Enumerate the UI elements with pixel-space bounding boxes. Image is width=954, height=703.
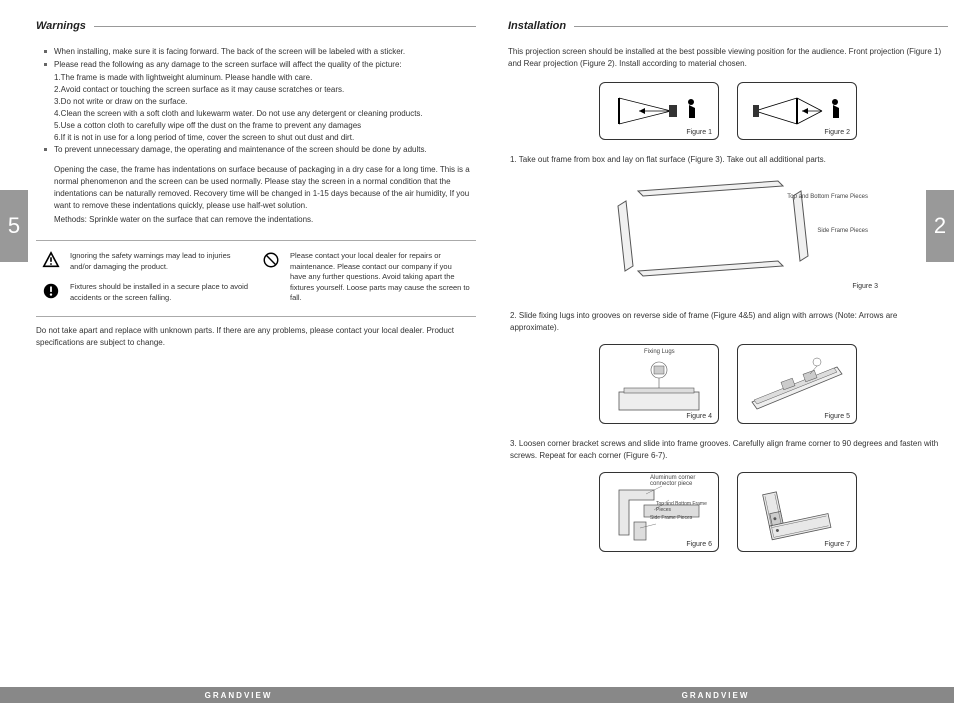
- bullet-item: To prevent unnecessary damage, the opera…: [44, 144, 476, 156]
- step-2-text: 2. Slide fixing lugs into grooves on rev…: [510, 311, 897, 332]
- figure-3-container: Top and Bottom Frame Pieces Side Frame P…: [508, 176, 948, 296]
- footer: GRANDVIEW GRANDVIEW: [0, 687, 954, 703]
- figure-7: Figure 7: [737, 472, 857, 552]
- warning-item: Fixtures should be installed in a secure…: [42, 282, 250, 303]
- numbered-item: 3.Do not write or draw on the surface.: [36, 96, 476, 108]
- bullet-item: Please read the following as any damage …: [44, 59, 476, 71]
- figure-caption: Figure 6: [686, 541, 712, 548]
- label-side2: Side Frame Pieces: [650, 515, 710, 521]
- warning-text: Fixtures should be installed in a secure…: [70, 282, 250, 303]
- figure-caption: Figure 7: [824, 541, 850, 548]
- numbered-item: 2.Avoid contact or touching the screen s…: [36, 84, 476, 96]
- warning-col-left: Ignoring the safety warnings may lead to…: [36, 251, 256, 304]
- figure-2: Figure 2: [737, 82, 857, 140]
- page-warnings: Warnings When installing, make sure it i…: [36, 20, 476, 660]
- step-3: 3. Loosen corner bracket screws and slid…: [508, 438, 948, 462]
- label-tb2: Top and Bottom Frame Pieces: [656, 501, 716, 513]
- footer-brand-right: GRANDVIEW: [477, 687, 954, 703]
- page-number-left: 5: [0, 190, 28, 262]
- figure-caption: Figure 1: [686, 129, 712, 136]
- prohibit-icon: [262, 251, 280, 269]
- step-1: 1. Take out frame from box and lay on fl…: [508, 154, 948, 166]
- methods-paragraph: Methods: Sprinkle water on the surface t…: [36, 214, 476, 226]
- figure-5: Figure 5: [737, 344, 857, 424]
- title-divider: [94, 26, 476, 27]
- warnings-bullet-list: When installing, make sure it is facing …: [36, 46, 476, 71]
- installation-title: Installation: [508, 20, 948, 34]
- warnings-title: Warnings: [36, 20, 476, 34]
- figure-caption: Figure 5: [824, 413, 850, 420]
- figure-row-67: Aluminum corner connector piece Top and …: [508, 472, 948, 552]
- page-installation: Installation This projection screen shou…: [508, 20, 948, 660]
- indentation-paragraph: Opening the case, the frame has indentat…: [36, 164, 476, 212]
- figure-6: Aluminum corner connector piece Top and …: [599, 472, 719, 552]
- installation-title-text: Installation: [508, 20, 566, 32]
- warnings-title-text: Warnings: [36, 20, 86, 32]
- footer-brand-left: GRANDVIEW: [0, 687, 477, 703]
- label-fixing: Fixing Lugs: [644, 349, 675, 355]
- label-side: Side Frame Pieces: [817, 228, 868, 234]
- warning-triangle-icon: [42, 251, 60, 269]
- bullet-item: When installing, make sure it is facing …: [44, 46, 476, 58]
- title-divider: [574, 26, 948, 27]
- warning-item: Ignoring the safety warnings may lead to…: [42, 251, 250, 272]
- warning-exclamation-icon: [42, 282, 60, 300]
- label-corner: Aluminum corner connector piece: [650, 475, 710, 487]
- numbered-item: 6.If it is not in use for a long period …: [36, 132, 476, 144]
- warning-grid: Ignoring the safety warnings may lead to…: [36, 240, 476, 304]
- figure-caption: Figure 2: [824, 129, 850, 136]
- warning-text: Ignoring the safety warnings may lead to…: [70, 251, 250, 272]
- figure-row-12: Figure 1 Figure 2: [508, 82, 948, 140]
- figure-row-45: Fixing Lugs Figure 4 Figure 5: [508, 344, 948, 424]
- numbered-item: 4.Clean the screen with a soft cloth and…: [36, 108, 476, 120]
- installation-intro: This projection screen should be install…: [508, 46, 948, 70]
- warning-col-right: Please contact your local dealer for rep…: [256, 251, 476, 304]
- numbered-item: 5.Use a cotton cloth to carefully wipe o…: [36, 120, 476, 132]
- step-3-text: 3. Loosen corner bracket screws and slid…: [510, 439, 938, 460]
- warning-item: Please contact your local dealer for rep…: [262, 251, 470, 304]
- numbered-item: 1.The frame is made with lightweight alu…: [36, 72, 476, 84]
- figure-caption: Figure 4: [686, 413, 712, 420]
- warnings-bullet-list-2: To prevent unnecessary damage, the opera…: [36, 144, 476, 156]
- figure-1: Figure 1: [599, 82, 719, 140]
- bottom-note: Do not take apart and replace with unkno…: [36, 316, 476, 349]
- figure-caption: Figure 3: [852, 283, 878, 290]
- warning-text: Please contact your local dealer for rep…: [290, 251, 470, 304]
- step-2: 2. Slide fixing lugs into grooves on rev…: [508, 310, 948, 334]
- label-topbottom: Top and Bottom Frame Pieces: [787, 194, 868, 200]
- figure-4: Fixing Lugs Figure 4: [599, 344, 719, 424]
